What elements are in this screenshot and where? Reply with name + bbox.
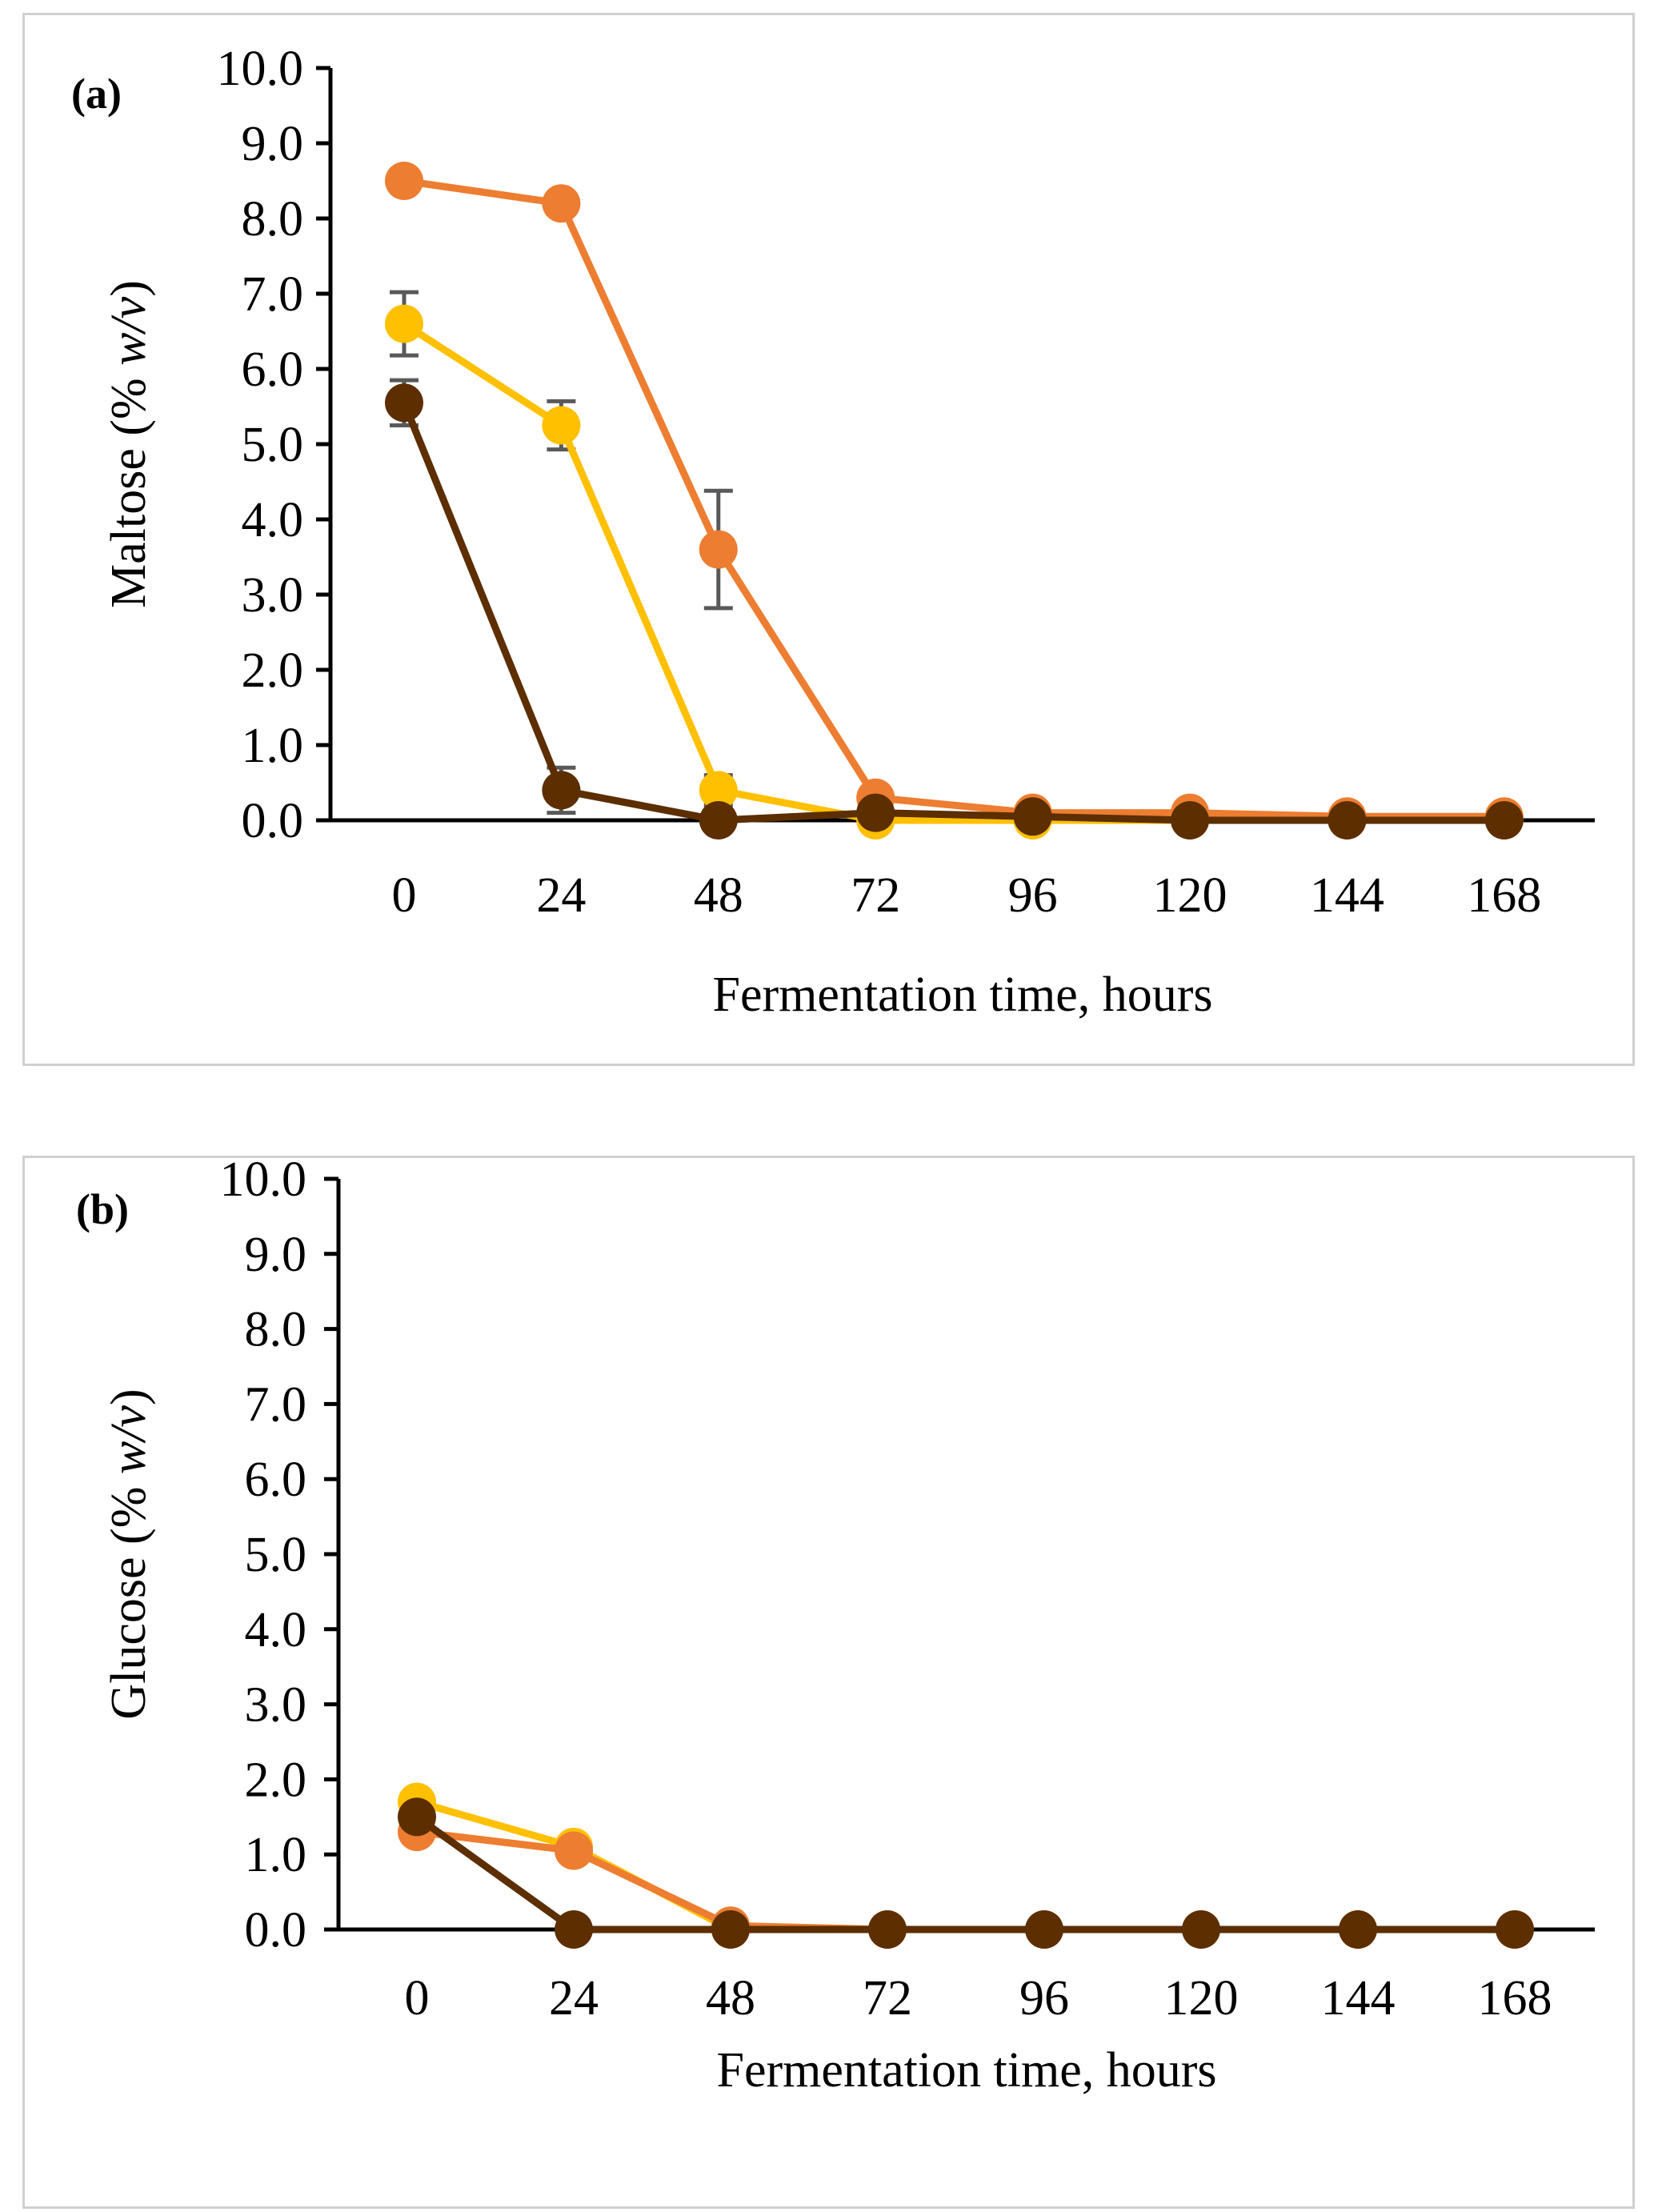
series-orange-point bbox=[542, 184, 581, 223]
x-tick-label: 168 bbox=[1467, 868, 1541, 923]
y-axis-title: Glucose (% w/v) bbox=[102, 1389, 156, 1719]
y-tick-label: 8.0 bbox=[242, 192, 304, 246]
y-tick-label: 0.0 bbox=[242, 794, 304, 848]
x-tick-label: 72 bbox=[863, 1971, 912, 2026]
y-axis-title-prefix: Maltose (% bbox=[102, 366, 156, 608]
y-tick-label: 10.0 bbox=[220, 1158, 307, 1207]
y-tick-label: 9.0 bbox=[245, 1228, 307, 1282]
glucose-chart: (b) 0.0 1.0 2.0 3.0 4.0 5.0 6.0 7.0 8.0 9.0 10.0 0 24… bbox=[76, 1158, 1595, 2098]
x-tick-label: 96 bbox=[1019, 1971, 1069, 2026]
series-brown-point bbox=[1339, 1910, 1377, 1949]
y-tick-label: 5.0 bbox=[245, 1528, 307, 1582]
y-tick-label: 0.0 bbox=[245, 1903, 307, 1958]
y-tick-label: 5.0 bbox=[242, 418, 304, 472]
series-orange bbox=[385, 162, 1524, 836]
y-tick-label: 4.0 bbox=[245, 1603, 307, 1657]
series-brown-point bbox=[385, 383, 423, 423]
x-tick-label: 120 bbox=[1164, 1971, 1239, 2026]
x-tick-label: 96 bbox=[1008, 868, 1058, 923]
y-tick-label: 3.0 bbox=[242, 568, 304, 623]
series-orange-line bbox=[403, 177, 1504, 820]
y-tick-label: 1.0 bbox=[242, 719, 304, 773]
panel-label: (b) bbox=[76, 1185, 129, 1233]
y-axis-title: Maltose (% w/v) bbox=[102, 280, 156, 608]
series-yellow-point bbox=[699, 771, 738, 810]
series-yellow-point bbox=[542, 406, 581, 445]
y-tick-label: 9.0 bbox=[242, 117, 304, 171]
series-yellow-point bbox=[385, 304, 423, 343]
maltose-chart: (a) 0.0 1.0 2.0 3.0 4.0 5.0 6.0 7.0 8.0 9.0 10.0 0 24… bbox=[71, 42, 1595, 1022]
y-tick-label: 6.0 bbox=[245, 1453, 307, 1507]
x-tick-label: 144 bbox=[1310, 868, 1384, 923]
x-tick-label: 24 bbox=[549, 1971, 599, 2026]
series-orange-point bbox=[385, 162, 423, 200]
y-tick-label: 2.0 bbox=[242, 643, 304, 698]
series-brown bbox=[385, 383, 1524, 840]
y-tick-label: 7.0 bbox=[242, 267, 304, 322]
x-tick-label: 48 bbox=[694, 868, 743, 923]
x-tick-label: 72 bbox=[851, 868, 900, 923]
series-brown-point bbox=[542, 771, 581, 810]
series-brown-point bbox=[1496, 1910, 1534, 1949]
y-axis-title-suffix: ) bbox=[102, 1389, 156, 1405]
y-tick-label: 7.0 bbox=[245, 1377, 307, 1432]
x-axis-title: Fermentation time, hours bbox=[716, 2043, 1216, 2098]
chart-panel-maltose: (a) 0.0 1.0 2.0 3.0 4.0 5.0 6.0 7.0 8.0 9.0 10.0 0 24… bbox=[22, 13, 1635, 1066]
series-brown-point bbox=[1182, 1910, 1220, 1949]
series-brown-point bbox=[868, 1910, 907, 1949]
series-orange-point bbox=[555, 1831, 593, 1870]
series-brown-point bbox=[1484, 801, 1524, 840]
panel-label: (a) bbox=[71, 70, 122, 118]
x-tick-label: 144 bbox=[1321, 1971, 1396, 2026]
x-tick-label: 168 bbox=[1478, 1971, 1552, 2026]
series-orange-point bbox=[699, 530, 738, 569]
series-brown-point bbox=[856, 793, 895, 832]
y-axis-title-unit: w/v bbox=[102, 1405, 156, 1475]
x-tick-label: 24 bbox=[536, 868, 586, 923]
y-tick-label: 6.0 bbox=[242, 343, 304, 397]
chart-panel-glucose: (b) 0.0 1.0 2.0 3.0 4.0 5.0 6.0 7.0 8.0 9.0 10.0 0 24… bbox=[22, 1156, 1635, 2209]
y-axis-title-prefix: Glucose (% bbox=[102, 1474, 156, 1719]
x-tick-label: 0 bbox=[405, 1971, 430, 2026]
series-brown-point bbox=[398, 1797, 436, 1837]
x-tick-label: 0 bbox=[392, 868, 417, 923]
y-tick-label: 3.0 bbox=[245, 1678, 307, 1733]
series-yellow bbox=[385, 304, 1524, 840]
series-brown-point bbox=[1328, 801, 1367, 840]
y-tick-label: 2.0 bbox=[245, 1753, 307, 1807]
y-tick-label: 10.0 bbox=[217, 42, 304, 96]
y-tick-label: 1.0 bbox=[245, 1828, 307, 1882]
series-brown bbox=[398, 1797, 1534, 1949]
y-tick-label: 4.0 bbox=[242, 493, 304, 547]
y-axis-title-suffix: ) bbox=[102, 280, 156, 297]
x-axis-title: Fermentation time, hours bbox=[712, 968, 1212, 1022]
x-tick-label: 120 bbox=[1153, 868, 1227, 923]
series-brown-point bbox=[555, 1910, 593, 1949]
x-tick-label: 48 bbox=[706, 1971, 755, 2026]
series-brown-point bbox=[699, 801, 738, 840]
series-brown-point bbox=[711, 1910, 750, 1949]
series-brown-point bbox=[1025, 1910, 1063, 1949]
series-brown-line bbox=[414, 1813, 1515, 1933]
series-brown-line bbox=[400, 401, 1504, 824]
y-axis-title-unit: w/v bbox=[102, 296, 156, 366]
series-yellow-line bbox=[402, 320, 1504, 824]
y-tick-label: 8.0 bbox=[245, 1303, 307, 1357]
series-brown-point bbox=[1171, 801, 1209, 840]
series-brown-point bbox=[1013, 797, 1052, 836]
